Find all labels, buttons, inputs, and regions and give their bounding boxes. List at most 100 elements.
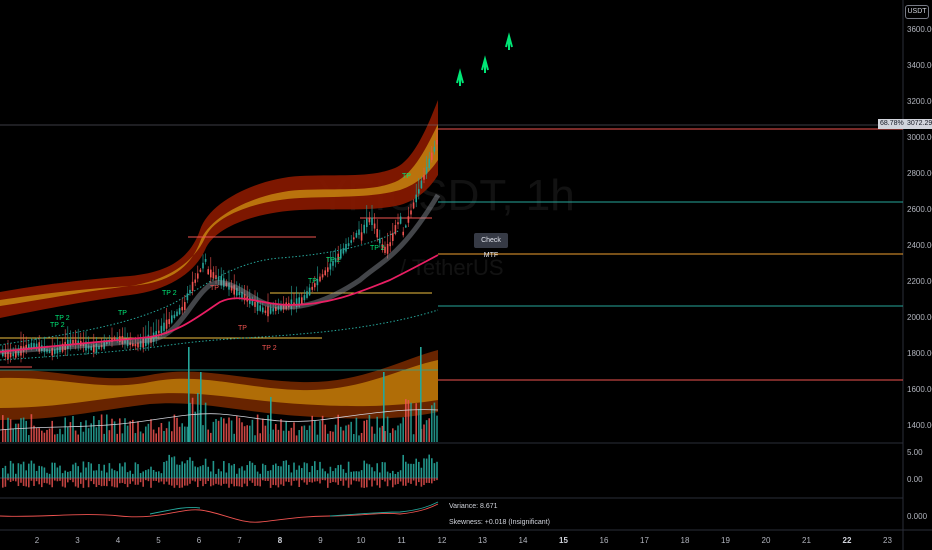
candle-body bbox=[337, 253, 339, 261]
volume-spike bbox=[270, 397, 272, 442]
osc-bar-up bbox=[46, 472, 48, 478]
candle-body bbox=[327, 267, 329, 272]
candle-body bbox=[306, 291, 308, 298]
osc-bar-down bbox=[108, 478, 111, 482]
osc-bar-up bbox=[230, 465, 233, 478]
candle-body bbox=[199, 269, 202, 272]
candle-body bbox=[366, 218, 368, 228]
osc-bar-up bbox=[4, 465, 7, 478]
osc-bar-up bbox=[241, 466, 243, 478]
volume-bar bbox=[67, 427, 69, 442]
osc-bar-down bbox=[397, 478, 399, 484]
osc-bar-down bbox=[168, 478, 170, 485]
candle-body bbox=[251, 300, 254, 306]
oscillator-axis[interactable]: 5.00 0.00 0.000 bbox=[907, 448, 928, 521]
price-axis[interactable]: 3600.00 3400.00 3200.00 3000.00 2800.00 2600.… bbox=[907, 25, 932, 430]
osc-bar-up bbox=[93, 470, 95, 478]
volume-bar bbox=[132, 419, 134, 442]
candle-body bbox=[25, 344, 27, 351]
osc-bar-up bbox=[137, 464, 139, 478]
osc-bar-down bbox=[191, 478, 194, 481]
variance-label: Variance: 8.671 bbox=[449, 503, 498, 510]
time-tick-label: 3 bbox=[75, 536, 80, 545]
time-tick-label: 8 bbox=[278, 536, 283, 545]
osc-bar-down bbox=[184, 478, 186, 486]
tp-label: TP bbox=[402, 173, 411, 180]
osc-bar-down bbox=[178, 478, 181, 488]
osc-bar-up bbox=[171, 457, 173, 478]
osc-bar-down bbox=[342, 478, 345, 486]
candle-body bbox=[163, 322, 165, 331]
volume-bar bbox=[254, 435, 256, 442]
tp-label: TP 2 bbox=[50, 322, 65, 329]
pink-ma bbox=[0, 254, 439, 353]
volume-bar bbox=[106, 414, 108, 442]
price-tick-label: 3400.00 bbox=[907, 61, 932, 70]
volume-bar bbox=[327, 433, 329, 442]
candle-body bbox=[160, 325, 163, 334]
price-tick-label: 3000.00 bbox=[907, 133, 932, 142]
volume-bar bbox=[431, 405, 433, 442]
osc-bar-down bbox=[386, 478, 389, 487]
volume-bar bbox=[165, 428, 168, 442]
volume-bar bbox=[376, 416, 378, 442]
osc-bar-up bbox=[38, 465, 40, 478]
osc-bar-down bbox=[100, 478, 103, 487]
candle-body bbox=[275, 307, 277, 311]
candle-body bbox=[204, 258, 207, 262]
price-tick-label: 2000.00 bbox=[907, 313, 932, 322]
price-tick-label: 2800.00 bbox=[907, 169, 932, 178]
volume-bar bbox=[228, 417, 230, 442]
candle-body bbox=[137, 342, 139, 348]
candle-body bbox=[324, 270, 326, 276]
candle-body bbox=[311, 286, 313, 290]
candle-body bbox=[4, 351, 7, 357]
candle-body bbox=[381, 244, 384, 250]
osc-bar-down bbox=[392, 478, 394, 488]
osc-bar-down bbox=[129, 478, 131, 484]
last-price-tag: 3072.29 bbox=[905, 119, 932, 129]
candle-body bbox=[301, 297, 303, 305]
candle-body bbox=[116, 337, 118, 341]
volume-bar bbox=[243, 426, 246, 442]
candle-body bbox=[93, 344, 95, 353]
volume-bar bbox=[264, 425, 267, 442]
candle-body bbox=[100, 345, 103, 348]
osc-bar-up bbox=[228, 463, 230, 478]
volume-bar bbox=[402, 417, 404, 442]
lower-band-inner bbox=[0, 360, 438, 408]
osc-bar-up bbox=[116, 471, 118, 478]
candle-body bbox=[2, 349, 4, 357]
candles[interactable] bbox=[2, 128, 438, 364]
volume-bar bbox=[54, 434, 56, 442]
osc-bar-down bbox=[405, 478, 407, 486]
candle-body bbox=[61, 343, 64, 352]
volume-bar bbox=[423, 424, 425, 442]
osc-bar-up bbox=[381, 462, 384, 478]
candle-body bbox=[410, 210, 412, 215]
osc-bar-up bbox=[327, 473, 329, 478]
osc-bar-up bbox=[332, 471, 334, 478]
volume-bar bbox=[410, 402, 412, 442]
osc-bar-up bbox=[186, 460, 189, 478]
volume-bar bbox=[319, 421, 321, 442]
candle-body bbox=[350, 240, 352, 243]
osc-bar-up bbox=[69, 471, 72, 478]
candle-body bbox=[243, 293, 246, 301]
time-axis[interactable]: 2 3 4 5 6 7 8 9 10 11 12 13 14 15 16 17 18 19 20 21 22 23 bbox=[35, 536, 893, 545]
candle-body bbox=[197, 273, 199, 279]
currency-button[interactable]: USDT bbox=[905, 5, 929, 19]
volume-bar bbox=[394, 430, 397, 442]
check-mtf-button[interactable]: Check MTF bbox=[474, 233, 508, 259]
candle-body bbox=[106, 341, 108, 344]
volume-bar bbox=[290, 427, 293, 442]
volume-bar bbox=[368, 415, 371, 442]
osc-bar-down bbox=[316, 478, 319, 482]
osc-bar-up bbox=[145, 470, 147, 478]
candle-body bbox=[259, 305, 261, 311]
osc-bar-up bbox=[308, 472, 311, 478]
osc-bar-down bbox=[124, 478, 126, 485]
candle-body bbox=[181, 306, 183, 311]
volume-bar bbox=[412, 434, 415, 442]
